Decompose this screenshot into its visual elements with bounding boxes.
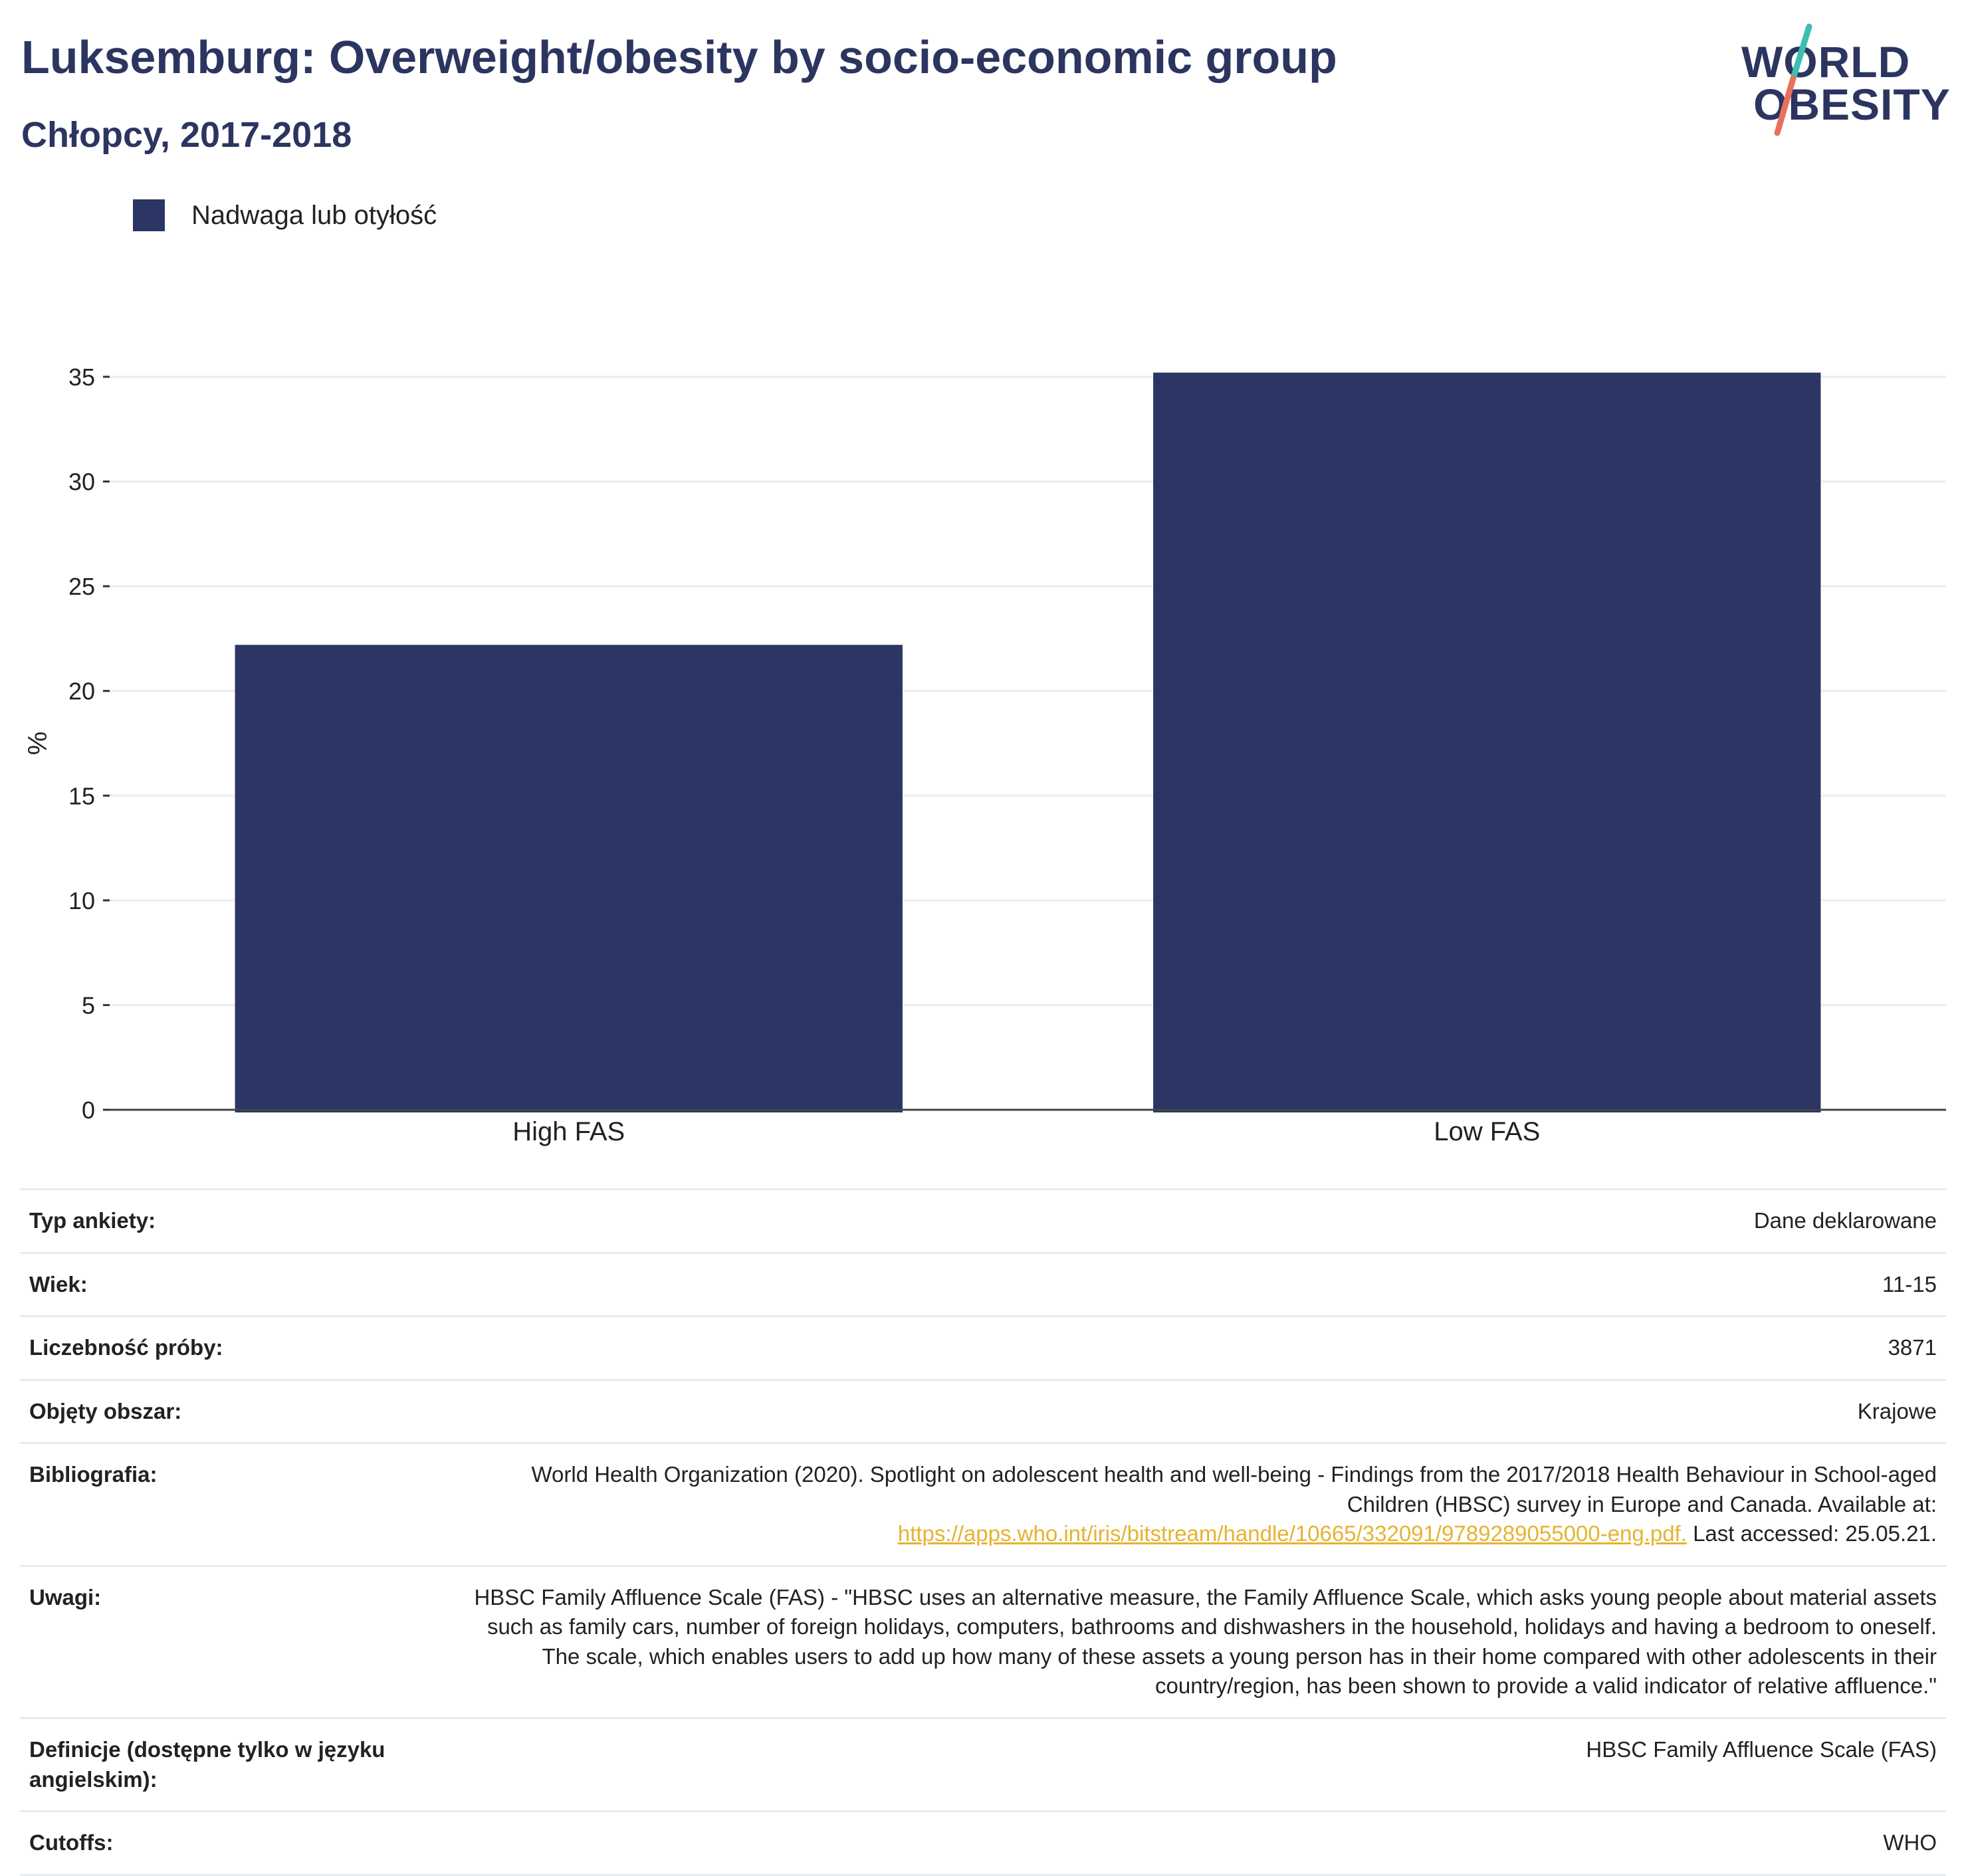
- meta-row-survey-type: Typ ankiety: Dane deklarowane: [20, 1188, 1946, 1253]
- chart-legend: Nadwaga lub otyłość: [133, 199, 437, 231]
- bar: [1153, 372, 1821, 1112]
- chart-subtitle: Chłopcy, 2017-2018: [21, 115, 352, 155]
- meta-row-bibliography: Bibliografia: World Health Organization …: [20, 1442, 1946, 1566]
- meta-value: HBSC Family Affluence Scale (FAS) - "HBS…: [451, 1564, 1946, 1719]
- meta-value: HBSC Family Affluence Scale (FAS): [451, 1717, 1946, 1812]
- y-tick-label: 25: [68, 573, 95, 600]
- meta-label: Liczebność próby:: [20, 1315, 451, 1380]
- logo-slash-icon: [1774, 23, 1812, 136]
- y-tick-label: 10: [68, 887, 95, 914]
- y-tick-label: 30: [68, 469, 95, 496]
- meta-value: World Health Organization (2020). Spotli…: [451, 1442, 1946, 1566]
- x-tick-label: Low FAS: [1434, 1117, 1540, 1146]
- meta-row-cutoffs: Cutoffs: WHO: [20, 1810, 1946, 1876]
- meta-label: Uwagi:: [20, 1564, 451, 1719]
- legend-label: Nadwaga lub otyłość: [191, 200, 437, 230]
- bar-chart: 0 5 10 15 20 25 30 35 High FAS Low FAS%: [23, 364, 1946, 1146]
- meta-value: WHO: [451, 1810, 1946, 1876]
- x-tick-label: High FAS: [512, 1117, 625, 1146]
- logo-word-world: WORLD: [1741, 37, 1911, 86]
- y-tick-label: 5: [82, 991, 95, 1019]
- meta-row-definitions: Definicje (dostępne tylko w języku angie…: [20, 1717, 1946, 1812]
- chart-title: Luksemburg: Overweight/obesity by socio-…: [21, 31, 1337, 83]
- bar: [235, 645, 903, 1112]
- legend-swatch: [133, 199, 165, 231]
- meta-label: Objęty obszar:: [20, 1378, 451, 1443]
- y-tick-label: 20: [68, 678, 95, 705]
- meta-row-age: Wiek: 11-15: [20, 1251, 1946, 1316]
- y-axis-label: %: [23, 732, 53, 756]
- bibliography-link[interactable]: https://apps.who.int/iris/bitstream/hand…: [897, 1521, 1687, 1546]
- meta-row-sample-size: Liczebność próby: 3871: [20, 1315, 1946, 1380]
- meta-label: Wiek:: [20, 1251, 451, 1316]
- meta-value: 3871: [451, 1315, 1946, 1380]
- meta-value: Dane deklarowane: [451, 1188, 1946, 1253]
- y-tick-label: 35: [68, 364, 95, 391]
- y-tick-label: 0: [82, 1096, 95, 1124]
- meta-row-notes: Uwagi: HBSC Family Affluence Scale (FAS)…: [20, 1564, 1946, 1719]
- bibliography-text: World Health Organization (2020). Spotli…: [531, 1462, 1937, 1516]
- y-tick-label: 15: [68, 782, 95, 809]
- metadata-table: Typ ankiety: Dane deklarowane Wiek: 11-1…: [20, 1188, 1946, 1876]
- meta-row-area: Objęty obszar: Krajowe: [20, 1378, 1946, 1443]
- bibliography-accessed: Last accessed: 25.05.21.: [1693, 1521, 1937, 1546]
- world-obesity-logo: WORLD OBESITY: [1735, 20, 1954, 140]
- meta-label: Bibliografia:: [20, 1442, 451, 1566]
- meta-label: Cutoffs:: [20, 1810, 451, 1876]
- meta-label: Typ ankiety:: [20, 1188, 451, 1253]
- meta-label: Definicje (dostępne tylko w języku angie…: [20, 1717, 451, 1812]
- meta-value: 11-15: [451, 1251, 1946, 1316]
- meta-value: Krajowe: [451, 1378, 1946, 1443]
